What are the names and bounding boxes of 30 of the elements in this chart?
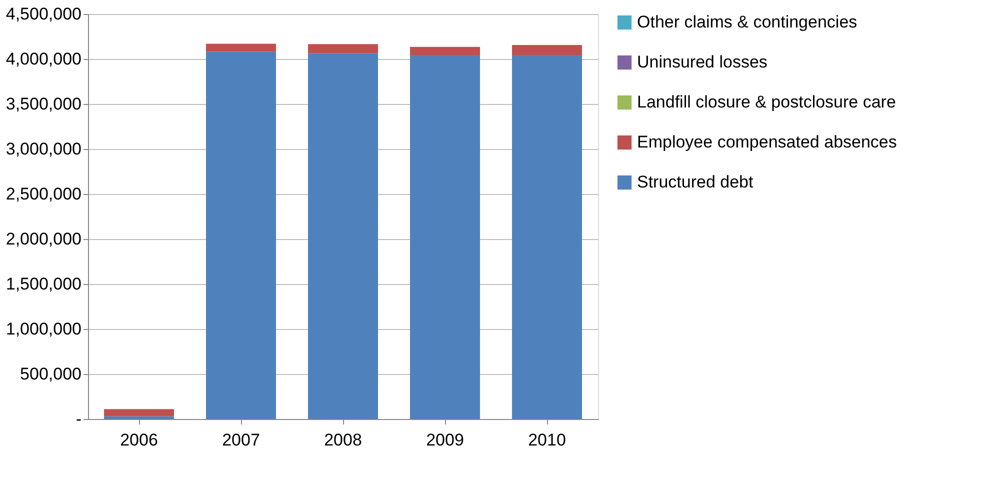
legend-label: Structured debt bbox=[637, 172, 754, 192]
legend-label: Employee compensated absences bbox=[637, 132, 897, 152]
y-tick-label: 3,000,000 bbox=[6, 140, 82, 158]
bar bbox=[512, 45, 582, 55]
y-tick-label: 1,500,000 bbox=[6, 274, 82, 294]
legend-label: Landfill closure & postclosure care bbox=[637, 92, 896, 112]
y-tick-label: 3,500,000 bbox=[6, 94, 82, 114]
bar bbox=[104, 409, 174, 416]
y-tick-label: - bbox=[76, 410, 82, 428]
x-tick-label: 2008 bbox=[324, 430, 362, 450]
bar bbox=[410, 54, 480, 419]
x-tick-label: 2007 bbox=[222, 430, 260, 450]
y-tick-label: 1,000,000 bbox=[6, 320, 82, 338]
bar bbox=[206, 44, 276, 52]
x-tick-label: 2010 bbox=[528, 430, 566, 450]
bar bbox=[410, 46, 480, 55]
bar bbox=[104, 416, 174, 419]
legend-label: Uninsured losses bbox=[637, 52, 768, 72]
y-tick-label: 500,000 bbox=[20, 364, 82, 384]
y-tick-label: 4,000,000 bbox=[6, 50, 82, 68]
bar bbox=[308, 53, 378, 419]
x-tick-label: 2009 bbox=[426, 430, 464, 450]
legend-label: Other claims & contingencies bbox=[637, 12, 858, 32]
x-tick-label: 2006 bbox=[120, 430, 158, 450]
bar bbox=[206, 52, 276, 419]
y-tick-label: 2,000,000 bbox=[6, 230, 82, 248]
bar bbox=[512, 54, 582, 419]
y-tick-label: 2,500,000 bbox=[6, 184, 82, 204]
y-tick-label: 4,500,000 bbox=[6, 4, 82, 24]
bar bbox=[308, 44, 378, 54]
